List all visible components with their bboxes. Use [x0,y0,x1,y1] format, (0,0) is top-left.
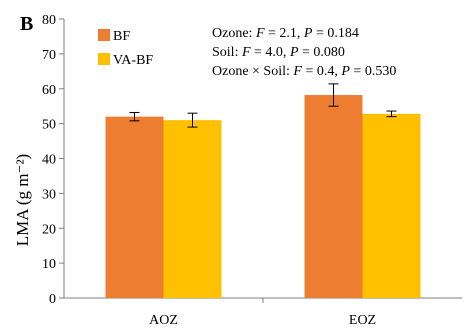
y-tick-label: 10 [42,257,56,272]
axes: 0 10 20 30 40 50 60 70 80 [42,13,462,307]
bar-bf-aoz [105,116,164,299]
legend-label-va-bf: VA-BF [113,53,153,68]
legend-swatch-bf [98,29,110,41]
legend: BF VA-BF [98,29,153,68]
x-tick-label: AOZ [149,313,178,328]
y-tick-label: 20 [42,222,56,237]
bar-va-bf-aoz [163,120,222,298]
legend-label-bf: BF [113,29,130,44]
error-bars [129,83,397,128]
y-tick-label: 50 [42,118,56,133]
panel-label: B [20,13,33,35]
x-tick-label: EOZ [349,313,376,328]
y-tick-label: 70 [42,48,56,63]
stats-annotation: Soil: F = 4.0, P = 0.080 [212,45,345,60]
bar-va-bf-eoz [362,113,421,298]
y-tick-label: 0 [49,292,56,307]
stats-annotation: Ozone × Soil: F = 0.4, P = 0.530 [212,64,396,79]
annotations: Ozone: F = 2.1, P = 0.184 Soil: F = 4.0, … [212,26,396,79]
legend-swatch-va-bf [98,53,110,65]
x-tick-labels: AOZ EOZ [149,313,376,328]
bar-bf-eoz [304,95,363,298]
stats-annotation: Ozone: F = 2.1, P = 0.184 [212,26,359,41]
y-axis-label: LMA (g m⁻²) [13,154,32,246]
y-tick-label: 40 [42,153,56,168]
y-tick-label: 60 [42,83,56,98]
y-tick-label: 80 [42,13,56,28]
bars [105,95,421,299]
y-tick-label: 30 [42,187,56,202]
